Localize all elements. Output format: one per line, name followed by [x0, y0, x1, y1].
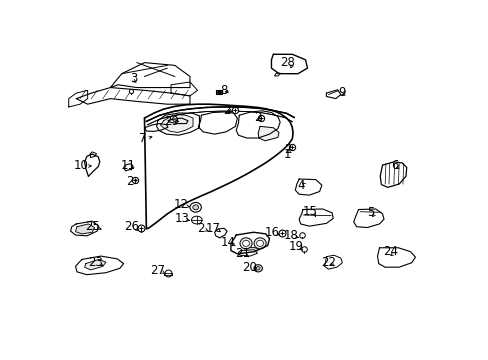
Ellipse shape	[240, 238, 252, 249]
Ellipse shape	[247, 247, 257, 252]
Text: 4: 4	[296, 179, 304, 192]
Ellipse shape	[253, 265, 262, 272]
Text: 29: 29	[164, 115, 179, 128]
Polygon shape	[68, 90, 87, 107]
Polygon shape	[326, 90, 340, 99]
Polygon shape	[144, 123, 168, 131]
Polygon shape	[258, 126, 279, 141]
Text: 7: 7	[139, 131, 146, 144]
Polygon shape	[215, 90, 222, 94]
Ellipse shape	[256, 267, 260, 270]
Polygon shape	[156, 113, 199, 135]
Text: 5: 5	[366, 206, 374, 219]
Polygon shape	[236, 111, 280, 138]
Text: 2: 2	[254, 111, 262, 124]
Text: 3: 3	[130, 72, 137, 85]
Text: 26: 26	[123, 220, 139, 233]
Text: 23: 23	[88, 256, 103, 269]
Text: 21: 21	[234, 247, 249, 260]
Text: 17: 17	[205, 222, 221, 235]
Polygon shape	[110, 63, 189, 87]
Polygon shape	[84, 154, 100, 176]
Polygon shape	[144, 104, 292, 229]
Polygon shape	[353, 209, 383, 228]
Text: 18: 18	[284, 229, 298, 242]
Text: 14: 14	[221, 236, 236, 249]
Text: 28: 28	[280, 56, 295, 69]
Polygon shape	[168, 118, 188, 123]
Text: 11: 11	[121, 159, 136, 172]
Polygon shape	[76, 87, 189, 104]
Polygon shape	[271, 54, 307, 74]
Ellipse shape	[242, 240, 249, 246]
Polygon shape	[84, 260, 105, 270]
Text: 15: 15	[303, 205, 317, 218]
Text: 27: 27	[150, 264, 165, 277]
Text: 6: 6	[390, 159, 398, 172]
Polygon shape	[324, 255, 342, 269]
Polygon shape	[380, 162, 406, 187]
Text: 8: 8	[220, 84, 227, 97]
Text: 10: 10	[74, 159, 88, 172]
Polygon shape	[377, 248, 415, 267]
Polygon shape	[146, 107, 294, 125]
Ellipse shape	[256, 240, 263, 246]
Text: 25: 25	[85, 220, 100, 233]
Text: 2: 2	[284, 143, 291, 156]
Text: 9: 9	[337, 86, 345, 99]
Ellipse shape	[253, 238, 265, 249]
Polygon shape	[299, 209, 332, 226]
Text: 24: 24	[383, 245, 398, 258]
Polygon shape	[123, 164, 133, 171]
Polygon shape	[274, 73, 280, 76]
Text: 22: 22	[320, 256, 335, 269]
Text: 1: 1	[284, 148, 291, 161]
Text: 13: 13	[174, 212, 189, 225]
Ellipse shape	[189, 202, 201, 212]
Polygon shape	[75, 224, 94, 234]
Text: 16: 16	[264, 226, 280, 239]
Polygon shape	[70, 221, 98, 236]
Polygon shape	[238, 250, 257, 256]
Ellipse shape	[192, 205, 198, 210]
Polygon shape	[198, 112, 237, 134]
Polygon shape	[75, 256, 123, 275]
Polygon shape	[214, 228, 226, 238]
Polygon shape	[160, 115, 193, 132]
Polygon shape	[171, 82, 197, 96]
Text: 2: 2	[197, 222, 204, 235]
Polygon shape	[90, 152, 96, 157]
Polygon shape	[295, 179, 321, 195]
Text: 20: 20	[242, 261, 257, 274]
Text: 12: 12	[174, 198, 189, 211]
Ellipse shape	[191, 216, 202, 224]
Text: 19: 19	[288, 240, 303, 253]
Polygon shape	[230, 232, 269, 254]
Text: 2: 2	[223, 104, 230, 117]
Text: 2: 2	[126, 175, 134, 188]
